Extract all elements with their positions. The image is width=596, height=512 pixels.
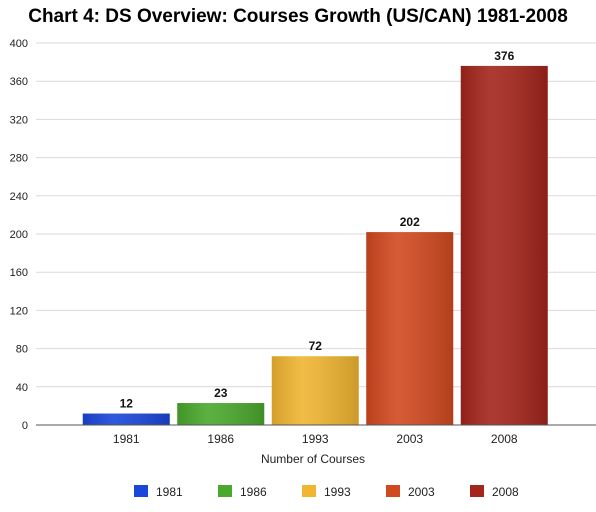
data-labels: 12 23 72 202 376 — [120, 49, 515, 411]
gridlines — [36, 42, 596, 388]
legend-label: 1993 — [324, 485, 351, 499]
data-label: 72 — [309, 339, 323, 353]
bars — [82, 65, 548, 426]
legend: 1981 1986 1993 2003 2008 — [134, 485, 519, 499]
y-tick-label: 280 — [10, 153, 28, 165]
y-tick-label: 80 — [16, 344, 28, 356]
legend-swatch — [470, 485, 484, 497]
x-axis-categories: 1981 1986 1993 2003 2008 — [113, 432, 518, 446]
y-tick-label: 160 — [10, 267, 28, 279]
y-tick-label: 360 — [10, 76, 28, 88]
data-label: 23 — [214, 386, 228, 400]
legend-label: 1981 — [156, 485, 183, 499]
legend-swatch — [218, 485, 232, 497]
x-category-label: 1981 — [113, 432, 140, 446]
x-category-label: 1993 — [302, 432, 329, 446]
y-tick-label: 40 — [16, 382, 28, 394]
bar-shading — [271, 356, 359, 425]
y-axis-ticks: 0 40 80 120 160 200 240 280 320 360 400 — [10, 38, 28, 432]
legend-label: 2003 — [408, 485, 435, 499]
y-tick-label: 240 — [10, 191, 28, 203]
legend-swatch — [386, 485, 400, 497]
x-category-label: 2008 — [491, 432, 518, 446]
bar-shading — [460, 65, 548, 426]
legend-swatch — [134, 485, 148, 497]
bar-shading — [82, 413, 170, 425]
x-category-label: 2003 — [396, 432, 423, 446]
chart-title: Chart 4: DS Overview: Courses Growth (US… — [28, 6, 568, 27]
legend-swatch — [302, 485, 316, 497]
bar-shading — [366, 232, 454, 425]
y-tick-label: 400 — [10, 38, 28, 50]
data-label: 376 — [494, 49, 514, 63]
y-tick-label: 200 — [10, 229, 28, 241]
x-category-label: 1986 — [207, 432, 234, 446]
x-axis-title: Number of Courses — [261, 452, 365, 466]
legend-label: 1986 — [240, 485, 267, 499]
legend-label: 2008 — [492, 485, 519, 499]
y-tick-label: 0 — [22, 420, 28, 432]
bar-shading — [177, 403, 265, 425]
y-tick-label: 320 — [10, 114, 28, 126]
y-tick-label: 120 — [10, 305, 28, 317]
data-label: 12 — [120, 397, 134, 411]
data-label: 202 — [400, 215, 420, 229]
